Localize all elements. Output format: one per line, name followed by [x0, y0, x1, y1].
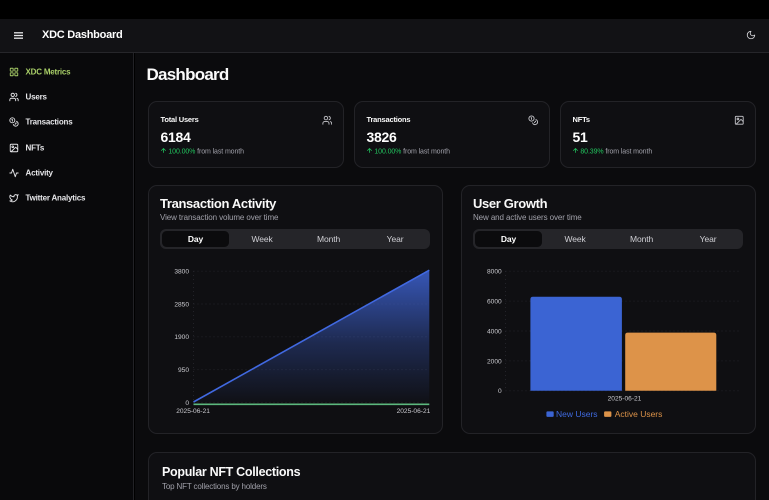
- svg-text:4000: 4000: [487, 328, 502, 335]
- svg-text:Active Users: Active Users: [615, 409, 663, 419]
- svg-text:2000: 2000: [487, 358, 502, 365]
- svg-text:New Users: New Users: [556, 409, 598, 419]
- svg-text:950: 950: [178, 367, 189, 374]
- svg-text:8000: 8000: [487, 269, 502, 276]
- svg-text:2025-06-21: 2025-06-21: [397, 408, 431, 415]
- svg-text:0: 0: [185, 400, 189, 407]
- svg-text:0: 0: [498, 388, 502, 395]
- svg-text:6000: 6000: [487, 299, 502, 306]
- svg-text:3800: 3800: [174, 269, 189, 276]
- svg-text:2850: 2850: [174, 301, 189, 308]
- svg-text:2025-06-21: 2025-06-21: [608, 396, 642, 403]
- svg-text:1900: 1900: [174, 334, 189, 341]
- svg-text:2025-06-21: 2025-06-21: [176, 408, 210, 415]
